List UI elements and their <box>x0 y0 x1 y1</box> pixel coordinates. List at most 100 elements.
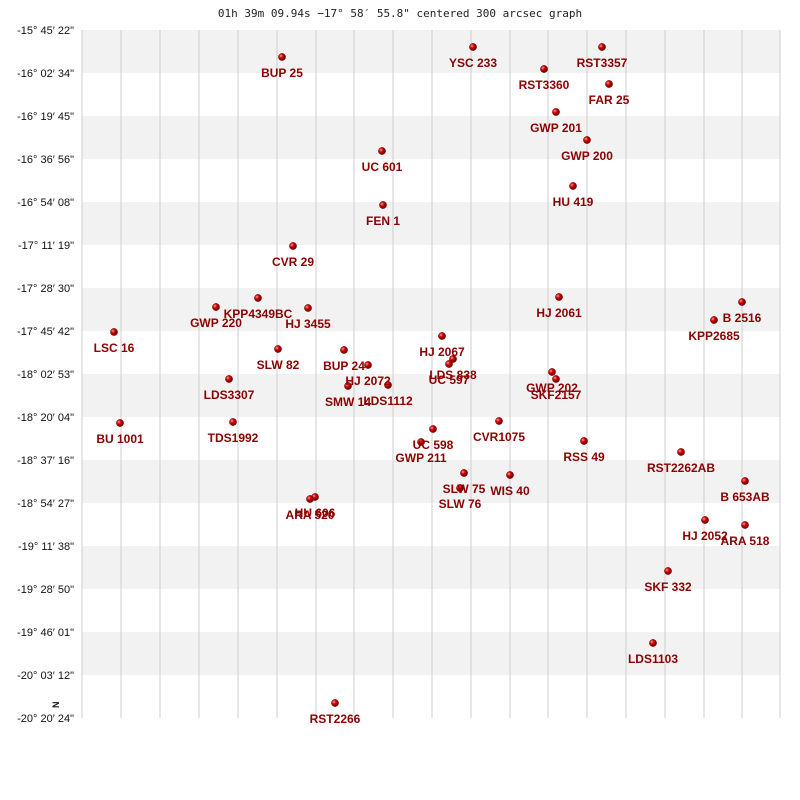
star-label: LDS3307 <box>204 388 255 402</box>
y-tick-label: -16° 54′ 08" <box>17 197 74 209</box>
star-label: RST2262AB <box>647 461 715 475</box>
star-labels: BUP 25 YSC 233 RST3357 RST3360 FAR 25 GWP 201… <box>94 56 770 726</box>
plot-band <box>82 632 780 675</box>
y-tick-label: -20° 03′ 12" <box>17 670 74 682</box>
plot-band <box>82 159 780 202</box>
star-marker <box>212 303 220 311</box>
star-marker <box>495 417 503 425</box>
star-label: WIS 40 <box>490 484 530 498</box>
star-marker <box>417 438 425 446</box>
star-label: GWP 211 <box>395 451 446 465</box>
star-label: HJ 3455 <box>285 317 331 331</box>
star-label: RST3357 <box>577 56 628 70</box>
plot-band <box>82 675 780 718</box>
star-marker <box>289 242 297 250</box>
y-tick-label: -15° 45′ 22" <box>17 25 74 37</box>
star-marker <box>710 316 718 324</box>
star-label: RST2266 <box>310 712 361 726</box>
star-label: B 653AB <box>720 490 770 504</box>
star-label: SKF2157 <box>531 388 582 402</box>
y-tick-label: -16° 02′ 34" <box>17 68 74 80</box>
y-tick-label: -17° 11′ 19" <box>18 240 74 252</box>
star-label: RST3360 <box>519 78 570 92</box>
star-label: HU 419 <box>553 195 594 209</box>
star-marker <box>738 298 746 306</box>
star-marker <box>225 375 233 383</box>
y-tick-label: -19° 28′ 50" <box>17 584 74 596</box>
star-label: LDS 838 <box>429 368 477 382</box>
y-tick-label: -20° 20′ 24" <box>17 713 74 725</box>
star-label: GWP 200 <box>561 149 613 163</box>
star-label: TDS1992 <box>208 431 259 445</box>
star-marker <box>306 495 314 503</box>
star-marker <box>552 375 560 383</box>
plot-band <box>82 503 780 546</box>
star-label: FEN 1 <box>366 214 400 228</box>
star-marker <box>569 182 577 190</box>
star-label: UC 601 <box>362 160 403 174</box>
y-axis-tick-labels: -15° 45′ 22" -16° 02′ 34" -16° 19′ 45" -16°… <box>17 25 74 725</box>
plot-band <box>82 546 780 589</box>
y-tick-label: -18° 54′ 27" <box>17 498 74 510</box>
plot-band <box>82 202 780 245</box>
star-marker <box>469 43 477 51</box>
y-tick-label: -19° 11′ 38" <box>18 541 74 553</box>
star-marker <box>741 521 749 529</box>
star-label: YSC 233 <box>449 56 497 70</box>
star-label: GWP 201 <box>530 121 582 135</box>
star-marker <box>344 382 352 390</box>
star-marker <box>254 294 262 302</box>
star-markers <box>110 43 749 707</box>
star-marker <box>429 425 437 433</box>
star-label: HJ 2052 <box>682 529 728 543</box>
star-marker <box>701 516 709 524</box>
star-label: SKF 332 <box>644 580 692 594</box>
star-marker <box>460 469 468 477</box>
star-label: BU 1001 <box>96 432 144 446</box>
star-marker <box>278 53 286 61</box>
plot-band <box>82 245 780 288</box>
star-marker <box>580 437 588 445</box>
star-marker <box>364 361 372 369</box>
star-marker <box>605 80 613 88</box>
plot-band <box>82 417 780 460</box>
plot-band <box>82 374 780 417</box>
star-label: CVR 29 <box>272 255 314 269</box>
star-marker <box>331 699 339 707</box>
star-label: GWP 202 <box>526 381 578 395</box>
star-label: BUP 24 <box>323 359 365 373</box>
star-label: SLW 82 <box>257 358 300 372</box>
star-marker <box>449 355 457 363</box>
star-marker <box>555 293 563 301</box>
star-label: ARA 520 <box>286 508 335 522</box>
star-marker <box>548 368 556 376</box>
star-marker <box>445 360 453 368</box>
plot-band <box>82 116 780 159</box>
star-marker <box>340 346 348 354</box>
star-label: RSS 49 <box>563 450 605 464</box>
star-marker <box>384 381 392 389</box>
north-label: N <box>51 702 61 709</box>
vertical-gridlines <box>81 30 781 718</box>
star-label: LDS1112 <box>363 394 413 408</box>
star-label: HJ 2067 <box>419 345 465 359</box>
star-marker <box>506 471 514 479</box>
star-label: SLW 76 <box>439 497 482 511</box>
star-marker <box>552 108 560 116</box>
star-marker <box>116 419 124 427</box>
star-marker <box>378 147 386 155</box>
star-label: GWP 220 <box>190 316 242 330</box>
star-label: FAR 25 <box>589 93 630 107</box>
y-tick-label: -16° 19′ 45" <box>17 111 74 123</box>
star-marker <box>229 418 237 426</box>
star-label: HJ 2072 <box>345 374 391 388</box>
star-marker <box>438 332 446 340</box>
star-label: B 2516 <box>723 311 762 325</box>
y-tick-label: -19° 46′ 01" <box>17 627 74 639</box>
star-label: LSC 16 <box>94 341 135 355</box>
star-label: ARA 518 <box>721 534 770 548</box>
star-label: LDS1103 <box>628 652 678 666</box>
star-label: UC 597 <box>429 373 470 387</box>
plot-band <box>82 73 780 116</box>
